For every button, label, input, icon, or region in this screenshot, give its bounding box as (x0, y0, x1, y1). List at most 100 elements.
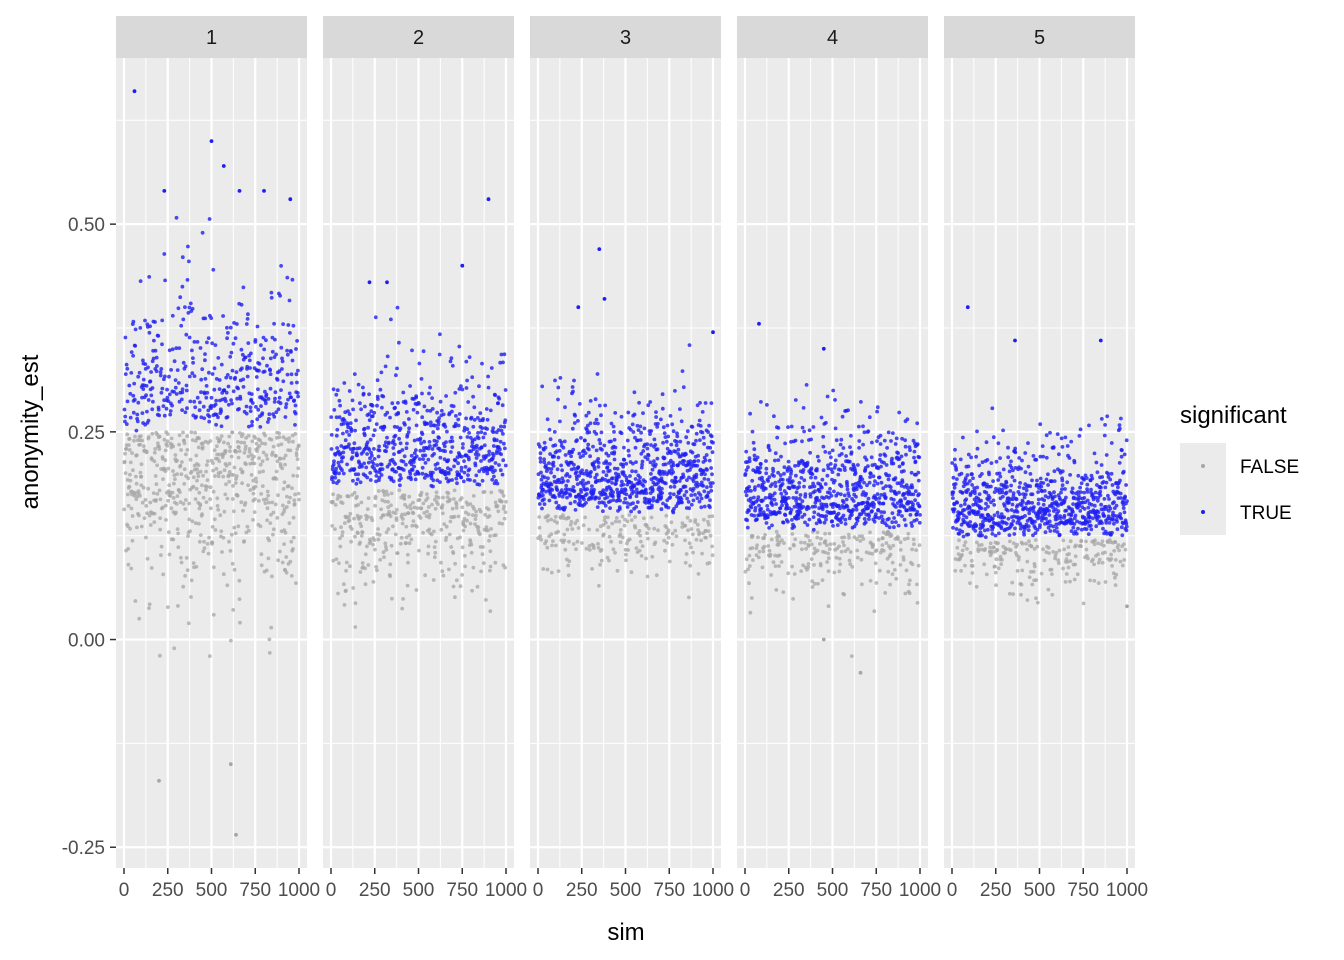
point-true (350, 455, 355, 460)
point-true (495, 438, 499, 443)
point-false (407, 494, 412, 499)
points-facet-5 (950, 305, 1129, 609)
point-false (1072, 577, 1077, 582)
point-false (200, 483, 204, 488)
point-true (824, 504, 829, 509)
point-true (974, 523, 979, 528)
point-false (182, 467, 187, 472)
point-false (1015, 542, 1019, 547)
point-false (177, 490, 182, 495)
point-false (176, 604, 180, 608)
point-true (367, 280, 372, 285)
facet-panel-1: 10 250 500 750 1000 (116, 16, 320, 901)
point-true (491, 430, 496, 434)
point-true (608, 506, 612, 510)
point-true (996, 441, 1001, 446)
point-true (611, 490, 615, 495)
point-false (152, 450, 157, 455)
point-true (237, 407, 241, 411)
point-true (1060, 487, 1064, 492)
point-true (605, 465, 610, 470)
point-true (124, 422, 129, 426)
point-true (500, 403, 505, 408)
point-false (846, 532, 851, 537)
point-true (1027, 500, 1032, 505)
point-true (339, 459, 344, 464)
point-true (542, 502, 547, 506)
point-true (132, 381, 137, 386)
point-true (155, 364, 159, 368)
point-true (790, 479, 795, 483)
point-true (262, 189, 266, 193)
point-true (262, 369, 267, 374)
point-true (421, 457, 426, 461)
point-false (847, 558, 852, 563)
point-true (370, 453, 374, 458)
point-true (428, 444, 432, 448)
point-true (272, 400, 277, 404)
point-false (618, 528, 623, 532)
point-false (182, 438, 186, 443)
point-false (707, 514, 712, 519)
point-true (573, 413, 577, 418)
point-false (271, 532, 275, 537)
point-true (772, 491, 777, 496)
point-false (140, 500, 145, 505)
point-true (486, 197, 491, 202)
point-false (175, 527, 180, 531)
point-true (1023, 451, 1028, 455)
point-true (599, 430, 604, 435)
point-true (849, 433, 853, 438)
point-true (1030, 478, 1034, 483)
point-true (467, 355, 472, 359)
point-true (900, 436, 904, 441)
point-true (1017, 492, 1022, 496)
point-true (350, 450, 355, 455)
point-true (559, 440, 564, 445)
point-true (294, 347, 298, 351)
point-false (832, 570, 837, 575)
point-false (852, 535, 857, 540)
point-false (294, 581, 298, 585)
point-false (970, 564, 975, 568)
point-true (767, 526, 771, 530)
point-false (432, 545, 437, 549)
point-true (412, 438, 417, 443)
point-false (904, 568, 909, 573)
point-false (389, 543, 394, 548)
point-false (348, 511, 353, 516)
point-true (586, 480, 591, 485)
point-false (1073, 562, 1078, 567)
point-false (495, 504, 500, 508)
point-true (470, 375, 475, 380)
point-true (354, 481, 359, 486)
point-false (179, 448, 184, 452)
point-false (291, 547, 295, 551)
point-true (448, 467, 453, 472)
point-false (569, 519, 574, 524)
point-true (844, 497, 849, 502)
point-true (958, 457, 963, 462)
point-true (596, 460, 601, 465)
point-true (1028, 484, 1033, 489)
point-true (793, 398, 798, 402)
point-false (1011, 592, 1015, 596)
point-true (887, 525, 892, 530)
point-true (951, 490, 956, 495)
point-false (1046, 545, 1051, 550)
point-true (694, 438, 698, 443)
point-true (259, 404, 263, 408)
point-false (1050, 592, 1055, 597)
point-true (450, 409, 454, 414)
point-false (147, 513, 152, 518)
point-false (356, 503, 360, 507)
point-false (638, 533, 643, 538)
point-true (764, 459, 768, 463)
point-false (276, 558, 281, 563)
point-true (1067, 456, 1072, 460)
point-true (160, 386, 165, 391)
point-true (856, 463, 860, 467)
point-true (394, 373, 398, 378)
point-true (281, 322, 285, 326)
